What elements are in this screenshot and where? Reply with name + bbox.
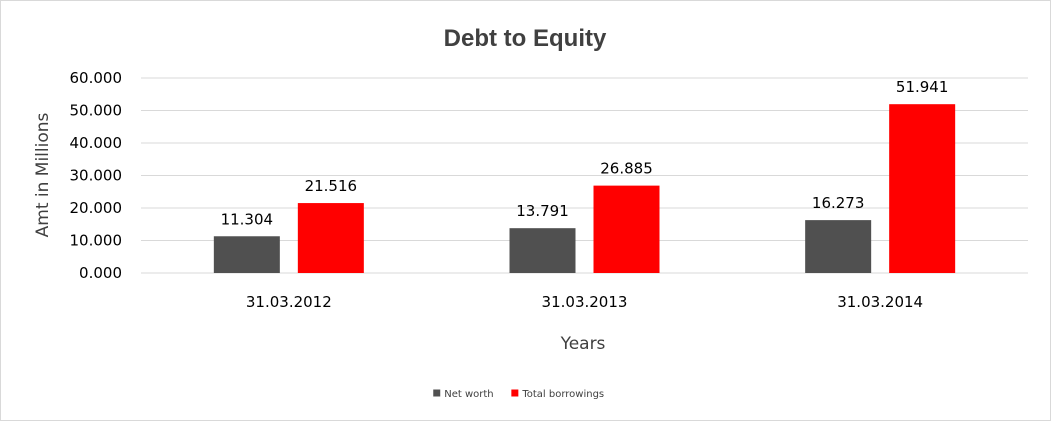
y-tick-label: 0.000 xyxy=(79,264,122,282)
chart-title: Debt to Equity xyxy=(444,25,607,52)
bar-value-label: 11.304 xyxy=(221,210,274,228)
data-labels: 11.304 21.516 13.791 26.885 16.273 51.941 xyxy=(221,78,949,228)
x-tick-label: 31.03.2014 xyxy=(837,293,923,311)
bar-value-label: 16.273 xyxy=(812,194,865,212)
y-tick-label: 50.000 xyxy=(70,102,123,120)
bar-net-worth xyxy=(805,220,872,273)
x-tick-label: 31.03.2012 xyxy=(246,293,332,311)
bar-value-label: 26.885 xyxy=(600,160,653,178)
bars xyxy=(213,104,956,274)
bar-total-borrowings xyxy=(593,185,660,273)
x-axis-title: Years xyxy=(560,334,606,354)
y-axis-ticks: 0.000 10.000 20.000 30.000 40.000 50.000 60.00… xyxy=(70,69,123,282)
y-tick-label: 10.000 xyxy=(70,232,123,250)
bar-net-worth xyxy=(509,228,576,273)
y-axis-title: Amt in Millions xyxy=(33,112,53,237)
legend: Net worth Total borrowings xyxy=(433,389,604,400)
legend-label: Net worth xyxy=(444,389,493,400)
y-tick-label: 30.000 xyxy=(70,167,123,185)
x-axis-ticks: 31.03.2012 31.03.2013 31.03.2014 xyxy=(246,293,923,311)
y-tick-label: 20.000 xyxy=(70,199,123,217)
bar-value-label: 21.516 xyxy=(305,177,358,195)
bar-value-label: 13.791 xyxy=(516,202,569,220)
gridlines xyxy=(141,77,1028,274)
bar-total-borrowings xyxy=(889,104,956,274)
legend-label: Total borrowings xyxy=(521,389,604,400)
bar-net-worth xyxy=(213,236,280,273)
bar-total-borrowings xyxy=(297,203,364,273)
y-tick-label: 60.000 xyxy=(70,69,123,87)
x-tick-label: 31.03.2013 xyxy=(542,293,628,311)
legend-swatch xyxy=(433,389,441,397)
bar-value-label: 51.941 xyxy=(896,78,949,96)
legend-swatch xyxy=(511,389,519,397)
y-tick-label: 40.000 xyxy=(70,134,123,152)
